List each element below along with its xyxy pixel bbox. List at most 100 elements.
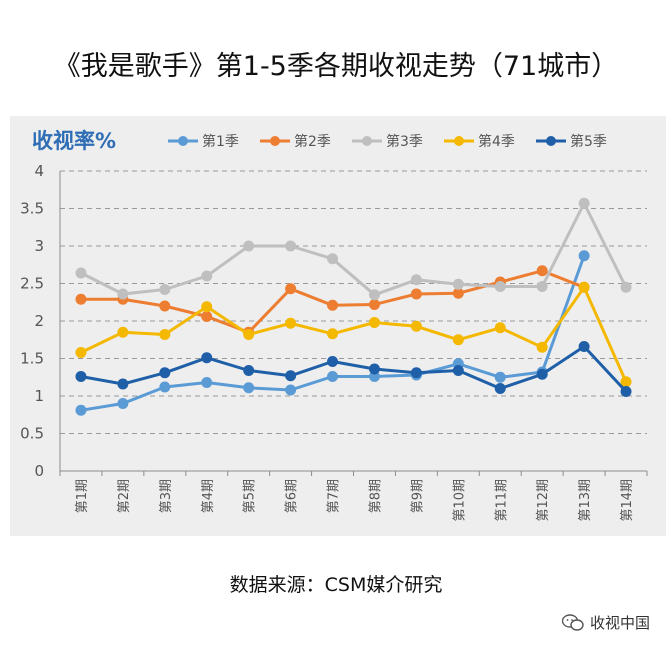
- data-point: [410, 367, 422, 379]
- x-tick-label: 第14期: [620, 479, 635, 522]
- data-point: [452, 278, 464, 290]
- data-point: [285, 384, 297, 396]
- data-point: [243, 240, 255, 252]
- data-point: [536, 281, 548, 292]
- x-tick-label: 第11期: [494, 479, 509, 522]
- data-point: [368, 289, 380, 301]
- data-point: [159, 284, 171, 295]
- data-point: [201, 352, 213, 364]
- wechat-icon: [561, 613, 584, 631]
- data-point: [620, 281, 632, 293]
- data-point: [159, 367, 171, 379]
- data-point: [620, 386, 632, 397]
- y-tick-label: 2: [34, 312, 44, 330]
- series-line: [80, 345, 628, 393]
- data-point: [201, 377, 213, 388]
- legend-marker: [454, 136, 464, 146]
- data-point: [410, 274, 422, 286]
- x-tick-label: 第12期: [536, 479, 551, 522]
- data-point: [243, 329, 255, 340]
- data-point: [285, 240, 297, 252]
- legend-label: 第2季: [294, 133, 331, 150]
- data-point: [327, 356, 339, 367]
- y-tick-label: 3.5: [20, 200, 44, 218]
- legend-marker: [362, 136, 372, 146]
- data-point: [201, 311, 213, 322]
- data-point: [578, 197, 590, 209]
- x-tick-label: 第5期: [243, 479, 258, 513]
- data-point: [285, 283, 297, 295]
- chart-panel: 0 0.5 1 1.5 2 2.5 3 3.5 4 第1期 第2期 第3期 第4期 第5期 第6期 第7期 第8…: [10, 116, 666, 536]
- data-point: [536, 368, 548, 380]
- y-tick-label: 4: [34, 162, 44, 180]
- data-point: [368, 363, 380, 375]
- data-point: [285, 317, 297, 329]
- x-tick-label: 第10期: [452, 479, 467, 522]
- y-tick-label: 1.5: [20, 350, 44, 368]
- data-point: [410, 320, 422, 332]
- data-point: [327, 328, 339, 340]
- y-axis-title: 收视率%: [32, 129, 116, 153]
- x-tick-label: 第6期: [285, 479, 300, 513]
- y-tick-label: 0.5: [20, 425, 44, 443]
- data-point: [578, 281, 590, 293]
- data-point: [159, 300, 171, 312]
- data-point: [285, 370, 297, 382]
- data-point: [117, 288, 129, 300]
- legend-label: 第4季: [478, 133, 515, 150]
- data-point: [452, 287, 464, 299]
- x-tick-label: 第9期: [410, 479, 425, 513]
- legend-marker: [546, 136, 556, 146]
- data-point: [410, 288, 422, 300]
- x-tick-label: 第2期: [117, 479, 132, 513]
- data-point: [75, 371, 87, 382]
- data-point: [536, 265, 548, 277]
- data-point: [494, 281, 506, 292]
- data-point: [75, 267, 87, 279]
- data-point: [243, 382, 255, 394]
- data-point: [243, 365, 255, 376]
- data-point: [452, 365, 464, 376]
- x-tick-label: 第4期: [201, 479, 216, 513]
- data-point: [327, 371, 339, 382]
- data-point: [494, 383, 506, 394]
- series-line: [80, 201, 628, 297]
- watermark-text: 收视中国: [589, 614, 650, 632]
- data-point: [117, 378, 129, 390]
- data-point: [117, 398, 129, 409]
- source-note: 数据来源：CSM媒介研究: [229, 574, 443, 596]
- x-tick-label: 第13期: [578, 479, 593, 522]
- legend-label: 第1季: [202, 133, 239, 150]
- data-point: [452, 334, 464, 346]
- data-point: [159, 329, 171, 340]
- y-tick-label: 0: [34, 462, 44, 480]
- data-point: [327, 253, 339, 265]
- legend-marker: [270, 136, 280, 146]
- y-tick-label: 2.5: [20, 275, 44, 293]
- data-point: [494, 371, 506, 383]
- data-point: [578, 250, 590, 262]
- data-point: [75, 404, 87, 416]
- data-point: [75, 347, 87, 358]
- y-tick-label: 3: [34, 237, 44, 255]
- legend-label: 第3季: [386, 133, 423, 150]
- legend-label: 第5季: [570, 133, 607, 150]
- data-point: [159, 381, 171, 393]
- data-point: [327, 299, 339, 311]
- line-chart: 0 0.5 1 1.5 2 2.5 3 3.5 4 第1期 第2期 第3期 第4期 第5期 第6期 第7期 第8…: [20, 129, 648, 522]
- data-point: [620, 376, 632, 388]
- data-point: [368, 317, 380, 328]
- data-point: [201, 301, 213, 313]
- x-tick-label: 第1期: [75, 479, 90, 513]
- legend-marker: [178, 136, 188, 146]
- data-point: [368, 299, 380, 310]
- data-point: [201, 270, 213, 282]
- y-tick-label: 1: [34, 387, 44, 405]
- x-tick-label: 第3期: [159, 479, 174, 513]
- data-point: [578, 341, 590, 352]
- series-line: [80, 285, 628, 383]
- x-tick-label: 第8期: [368, 479, 383, 513]
- data-point: [117, 326, 129, 338]
- data-point: [75, 293, 87, 305]
- watermark: 收视中国: [561, 612, 650, 633]
